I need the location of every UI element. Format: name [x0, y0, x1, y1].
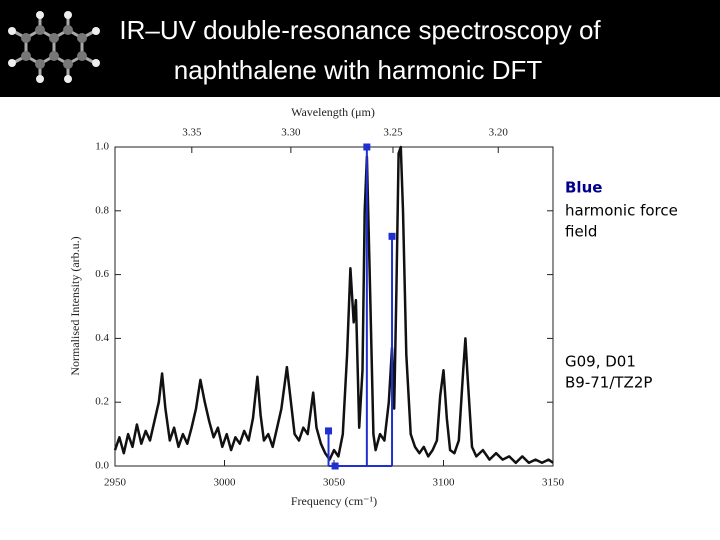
x-tick-label: 2950 [104, 477, 127, 489]
x-tick-label: 3000 [214, 477, 237, 489]
header-band [0, 0, 720, 97]
x-tick-label: 3050 [323, 477, 346, 489]
annotation: Blue [565, 179, 602, 197]
x2-axis-label: Wavelength (μm) [291, 105, 375, 119]
stick-marker [325, 427, 333, 435]
stick-marker [331, 462, 339, 470]
stick-marker [388, 232, 396, 240]
x2-tick-label: 3.35 [182, 127, 202, 139]
slide-title: naphthalene with harmonic DFT [174, 55, 543, 85]
annotation: harmonic force [565, 202, 678, 220]
annotation: field [565, 223, 597, 241]
x-tick-label: 3100 [433, 477, 456, 489]
x-axis-label: Frequency (cm⁻¹) [291, 494, 377, 508]
x2-tick-label: 3.20 [489, 127, 509, 139]
x-tick-label: 3150 [542, 477, 565, 489]
naphthalene-icon [8, 11, 100, 83]
x2-tick-label: 3.25 [383, 127, 403, 139]
x2-tick-label: 3.30 [281, 127, 301, 139]
spectrum-line [113, 145, 554, 465]
y-tick-label: 1.0 [95, 141, 109, 153]
annotation: G09, D01 [565, 353, 636, 371]
y-tick-label: 0.8 [95, 204, 109, 216]
y-axis-label: Normalised Intensity (arb.u.) [68, 236, 82, 375]
y-tick-label: 0.4 [95, 332, 109, 344]
slide-title: IR–UV double-resonance spectroscopy of [119, 15, 601, 45]
annotation: B9-71/TZ2P [565, 374, 652, 392]
y-tick-label: 0.6 [95, 268, 109, 280]
y-tick-label: 0.0 [95, 460, 109, 472]
stick-marker [363, 143, 371, 151]
y-tick-label: 0.2 [95, 396, 109, 408]
plot-frame [114, 146, 554, 467]
